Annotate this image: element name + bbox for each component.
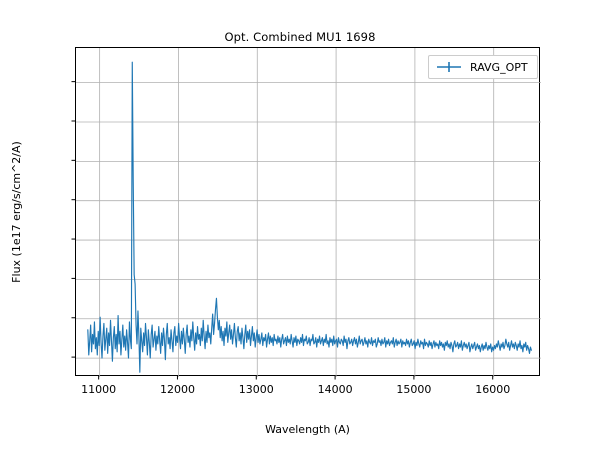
x-tick-label: 15000: [396, 383, 432, 396]
x-axis-label: Wavelength (A): [265, 423, 350, 436]
x-tick-label: 13000: [238, 383, 274, 396]
plot-area: [75, 47, 541, 377]
x-tick-label: 11000: [81, 383, 117, 396]
chart-legend[interactable]: RAVG_OPT: [428, 55, 538, 79]
x-tick-label: 12000: [159, 383, 195, 396]
y-axis-label: Flux (1e17 erg/s/cm^2/A): [10, 141, 23, 283]
legend-errorbar-icon: [437, 62, 461, 72]
x-tick-label: 16000: [475, 383, 511, 396]
legend-label-ravg-opt: RAVG_OPT: [470, 60, 528, 74]
series-ravg-opt: [87, 61, 532, 373]
chart-title: Opt. Combined MU1 1698: [224, 30, 376, 44]
x-tick-label: 14000: [317, 383, 353, 396]
grid-lines: [76, 48, 541, 377]
